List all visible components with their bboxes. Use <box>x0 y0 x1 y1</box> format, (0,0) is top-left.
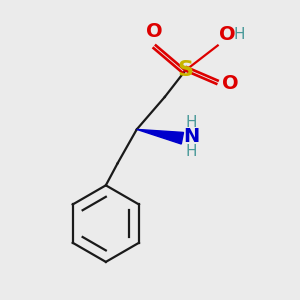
Text: O: O <box>219 25 236 44</box>
Text: S: S <box>177 61 193 80</box>
Text: H: H <box>233 27 245 42</box>
Text: N: N <box>183 127 199 146</box>
Text: O: O <box>146 22 163 41</box>
Text: H: H <box>185 115 197 130</box>
Polygon shape <box>137 129 184 144</box>
Text: O: O <box>222 74 239 93</box>
Text: H: H <box>185 144 197 159</box>
